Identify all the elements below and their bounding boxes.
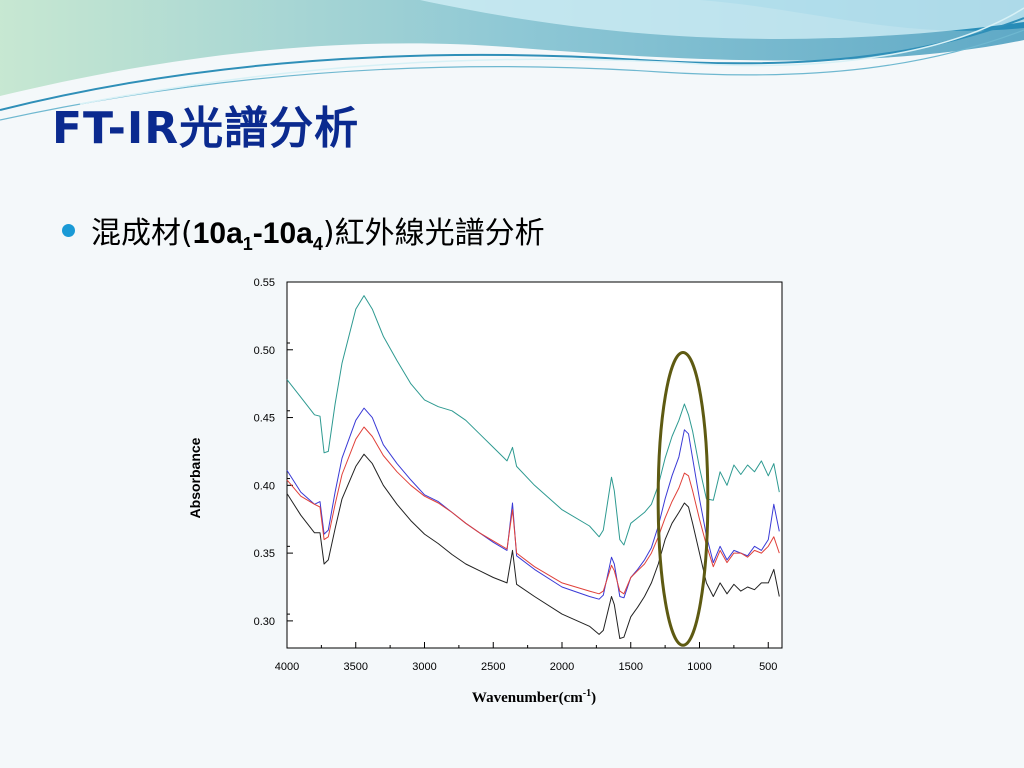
y-axis-ticks: 0.30 0.35 0.40 0.45 0.50 0.55 (254, 277, 293, 628)
y-tick-label: 0.45 (254, 413, 275, 425)
x-tick-label: 1000 (687, 661, 711, 673)
x-axis-label: Wavenumber(cm-1) (472, 688, 596, 706)
x-tick-label: 2000 (550, 661, 574, 673)
series-line-3 (286, 426, 780, 595)
x-tick-label: 4000 (275, 661, 299, 673)
x-axis-label-superscript: -1 (583, 688, 591, 699)
x-axis-label-main: Wavenumber(cm (472, 690, 583, 706)
bullet-dot (62, 224, 75, 237)
x-tick-label: 2500 (481, 661, 505, 673)
y-tick-label: 0.35 (254, 548, 275, 560)
sample-b-subscript: 4 (312, 234, 323, 254)
sample-a-subscript: 1 (242, 234, 253, 254)
bullet-item: 混成材(10a1-10a4)紅外線光譜分析 (62, 208, 545, 255)
x-tick-label: 3500 (344, 661, 368, 673)
x-tick-label: 3000 (412, 661, 436, 673)
y-tick-label: 0.50 (254, 345, 275, 357)
sample-range-dash: - (252, 217, 263, 250)
highlight-ellipse (656, 350, 710, 647)
wave-line-2 (0, 29, 1024, 121)
y-tick-label: 0.30 (254, 616, 275, 628)
series-lines (286, 295, 780, 639)
sample-b-label: 10a (262, 217, 313, 250)
y-tick-label: 0.40 (254, 480, 275, 492)
y-tick-label: 0.55 (254, 277, 275, 289)
bullet-prefix: 混成材( (91, 216, 193, 251)
series-line-1 (286, 295, 780, 546)
sample-a-label: 10a (192, 217, 243, 250)
x-tick-label: 500 (759, 661, 777, 673)
x-axis-ticks: 4000 3500 3000 2500 2000 1500 1000 500 (275, 642, 777, 673)
series-line-4 (286, 453, 780, 639)
series-line-2 (286, 407, 780, 600)
x-axis-label-close: ) (591, 690, 596, 706)
ftir-chart: 0.30 0.35 0.40 0.45 0.50 0.55 4000 3500 3000 250… (187, 277, 783, 706)
wave-line-1 (0, 17, 1024, 111)
wave-shape-top-light (420, 0, 1024, 39)
y-axis-label: Absorbance (187, 437, 203, 518)
slide-title: FT-IR光譜分析 (52, 103, 360, 154)
x-tick-label: 1500 (619, 661, 643, 673)
bullet-suffix: )紅外線光譜分析 (322, 216, 545, 251)
plot-area (286, 281, 783, 649)
wave-line-3 (79, 7, 1024, 105)
